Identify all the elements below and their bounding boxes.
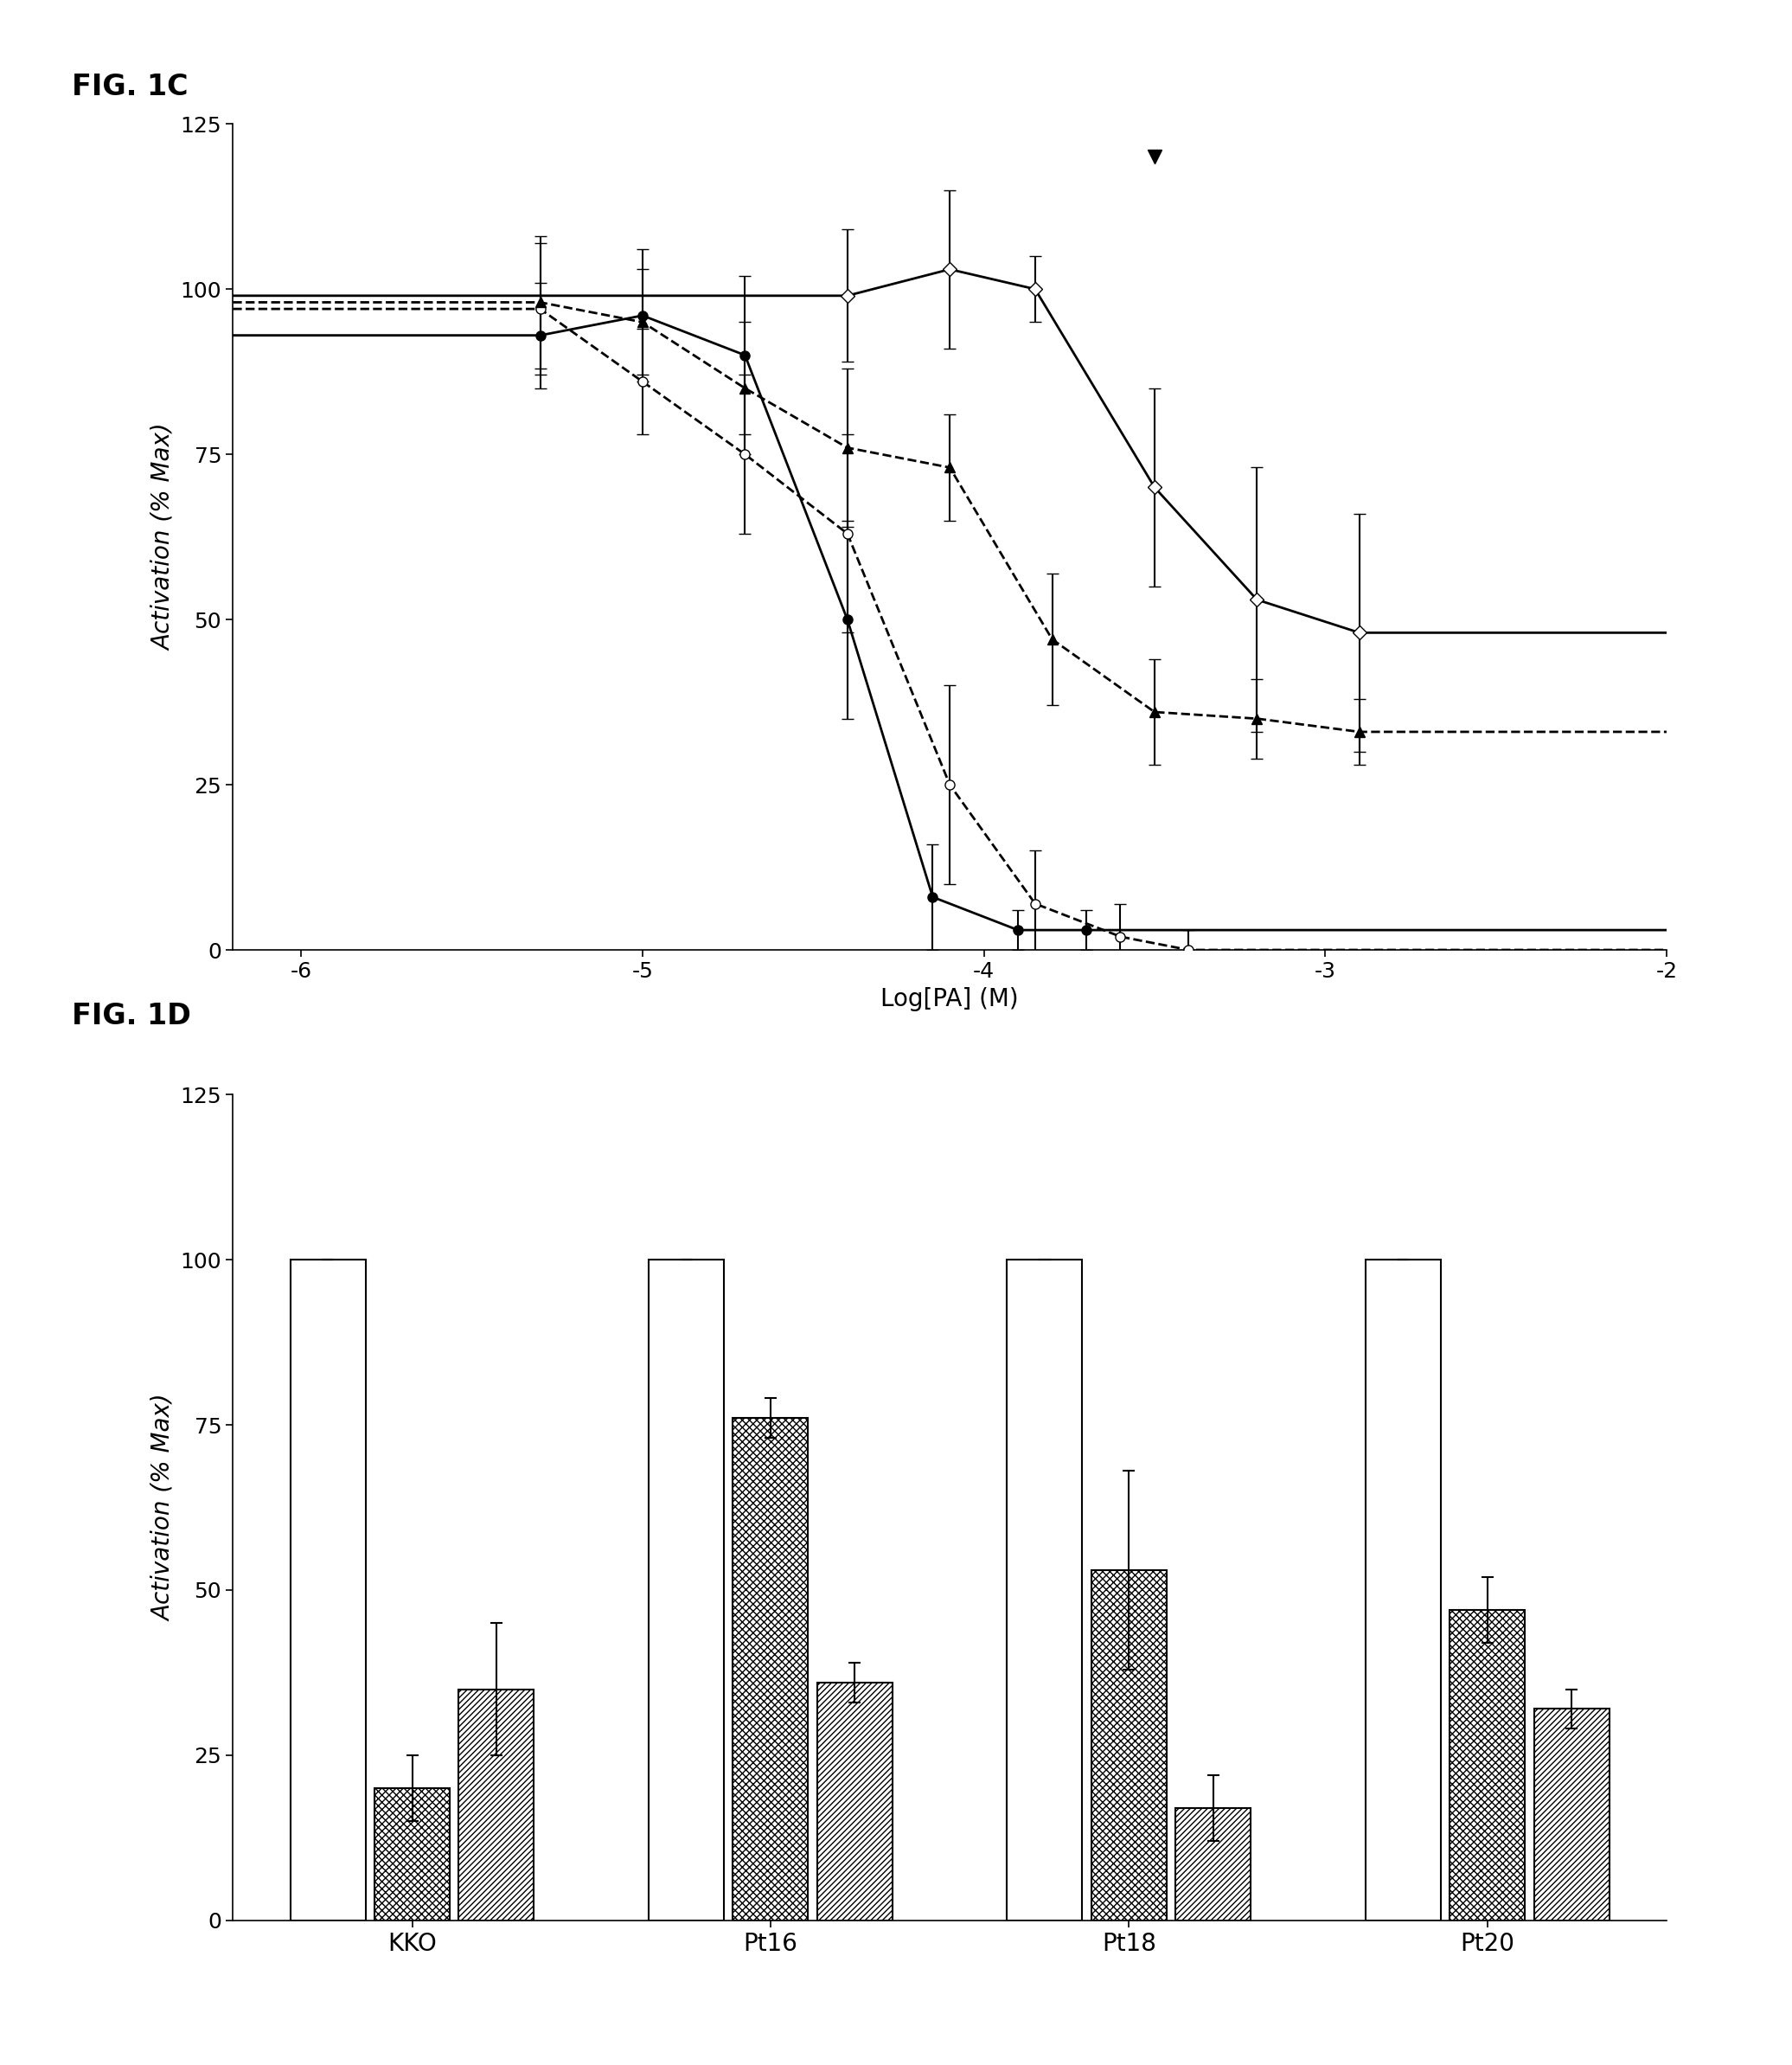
Bar [290,1260,366,1920]
Y-axis label: Activation (% Max): Activation (% Max) [151,423,176,650]
Bar [1176,1809,1251,1920]
Bar [1534,1710,1609,1920]
Bar [1091,1569,1167,1920]
Bar [1007,1260,1082,1920]
Text: FIG. 1C: FIG. 1C [72,72,188,101]
Text: FIG. 1D: FIG. 1D [72,1002,192,1030]
Y-axis label: Activation (% Max): Activation (% Max) [151,1394,176,1621]
Bar [1366,1260,1441,1920]
Bar [817,1683,892,1920]
X-axis label: Log[PA] (M): Log[PA] (M) [880,987,1020,1012]
Bar [375,1788,450,1920]
Bar [459,1689,534,1920]
Bar [1450,1611,1525,1920]
Bar [649,1260,724,1920]
Bar [733,1419,808,1920]
